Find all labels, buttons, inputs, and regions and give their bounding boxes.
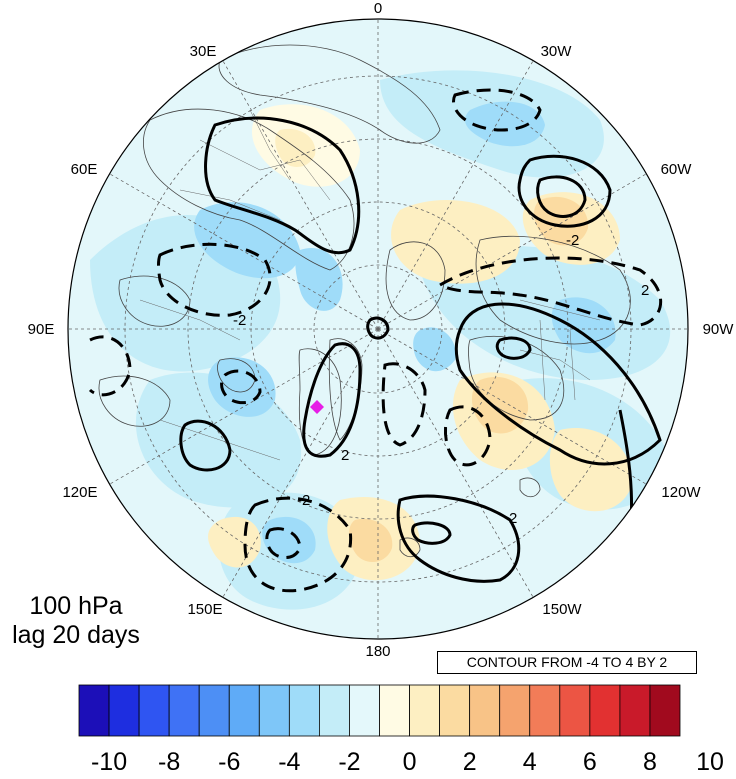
colorbar-tick-label: -4	[278, 748, 300, 776]
colorbar-tick-label: -8	[158, 748, 180, 776]
lon-label-180: 180	[365, 643, 390, 660]
contour-label: -2	[297, 492, 310, 509]
colorbar-cell	[589, 684, 621, 737]
colorbar-cell	[168, 684, 200, 737]
lon-label-0: 0	[374, 0, 382, 17]
borders	[139, 109, 601, 461]
positive-contours	[179, 116, 662, 583]
colorbar-cell	[649, 684, 681, 737]
colorbar-tick-labels: -10 -8 -6 -4 -2 0 2 4 6 8 10	[91, 748, 724, 776]
lon-label-120e: 120E	[62, 484, 97, 501]
contour-label: -2	[566, 232, 579, 249]
lon-label-150w: 150W	[542, 601, 582, 618]
colorbar-tick-label: -6	[218, 748, 240, 776]
lon-label-60w: 60W	[661, 161, 693, 178]
colorbar-cell	[529, 684, 561, 737]
colorbar-cell	[108, 684, 140, 737]
colorbar-cell	[469, 684, 501, 737]
colorbar-cell	[138, 684, 170, 737]
contour-label: 2	[509, 510, 517, 527]
lon-label-150e: 150E	[187, 601, 222, 618]
colorbar-cell	[349, 684, 380, 737]
contour-line-labels: -2 -2 2 2 2 -2	[233, 232, 649, 527]
colorbar-tick-label: -2	[338, 748, 360, 776]
colorbar-cell	[318, 684, 350, 737]
lon-label-30e: 30E	[190, 43, 217, 60]
map-border	[67, 18, 689, 640]
colorbar-cell	[198, 684, 230, 737]
colorbar-cell	[379, 684, 410, 737]
contour-label: 2	[341, 447, 349, 464]
lag-label: lag 20 days	[12, 621, 140, 649]
contour-label: -2	[233, 312, 246, 329]
colorbar-tick-label: 10	[696, 748, 724, 776]
location-marker	[310, 400, 324, 414]
colorbar-cell	[619, 684, 651, 737]
colorbar-cell	[288, 684, 320, 737]
colorbar-cell	[439, 684, 471, 737]
colorbar-tick-label: 0	[403, 748, 417, 776]
lon-label-90e: 90E	[28, 321, 55, 338]
colorbar-cell	[409, 684, 440, 737]
panel-title: 100 hPa lag 20 days	[0, 592, 152, 650]
colorbar-tick-label: 2	[463, 748, 477, 776]
colorbar-cell	[499, 684, 531, 737]
lon-label-90w: 90W	[703, 321, 735, 338]
colorbar-tick-label: 8	[643, 748, 657, 776]
colorbar-tick-label: 6	[583, 748, 597, 776]
negative-contours	[88, 88, 663, 593]
level-label: 100 hPa	[29, 592, 123, 620]
lon-label-120w: 120W	[661, 484, 701, 501]
colorbar-cell	[258, 684, 290, 737]
longitude-labels: 0 30W 60W 90W 120W 150W 180 150E 120E 90…	[28, 0, 735, 660]
lon-label-60e: 60E	[71, 161, 98, 178]
graticule	[68, 19, 688, 639]
lon-label-30w: 30W	[541, 43, 573, 60]
colorbar	[78, 684, 681, 737]
contour-label: 2	[641, 282, 649, 299]
contour-info-box: CONTOUR FROM -4 TO 4 BY 2	[437, 651, 697, 674]
colorbar-tick-label: -10	[91, 748, 127, 776]
colorbar-cell	[559, 684, 591, 737]
colorbar-cell	[228, 684, 260, 737]
colorbar-cell	[78, 684, 110, 737]
colorbar-tick-label: 4	[523, 748, 537, 776]
